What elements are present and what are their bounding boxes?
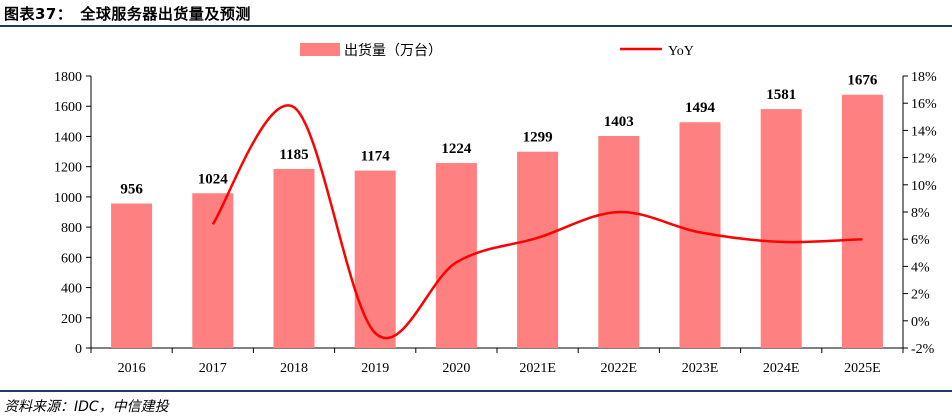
source-note: 资料来源：IDC，中信建投 (4, 399, 169, 415)
chart-title: 图表37： 全球服务器出货量及预测 (4, 5, 251, 23)
x-tick-label: 2024E (763, 361, 800, 376)
right-tick-label: 14% (911, 124, 937, 139)
bar (517, 151, 559, 348)
bar-data-label: 1185 (279, 147, 308, 163)
bar-data-label: 1403 (604, 114, 634, 130)
left-tick-label: 1800 (54, 70, 82, 85)
bar-data-label: 1174 (361, 149, 391, 165)
right-tick-label: 8% (911, 206, 930, 221)
bar (841, 94, 883, 348)
left-tick-label: 200 (61, 312, 82, 327)
x-tick-label: 2020 (442, 361, 470, 376)
bar (598, 135, 640, 348)
left-tick-label: 0 (75, 342, 82, 357)
x-tick-label: 2022E (601, 361, 638, 376)
x-tick-label: 2023E (682, 361, 719, 376)
x-tick-label: 2021E (519, 361, 556, 376)
bar (111, 203, 153, 348)
left-tick-label: 1600 (54, 100, 82, 115)
bar-data-label: 1224 (441, 141, 472, 157)
left-tick-label: 800 (61, 221, 82, 236)
x-tick-label: 2019 (361, 361, 389, 376)
right-tick-label: 12% (911, 152, 937, 167)
right-tick-label: 6% (911, 233, 930, 248)
right-tick-label: -2% (911, 342, 935, 357)
right-tick-label: 18% (911, 70, 937, 85)
bar-data-label: 1299 (523, 130, 553, 146)
footer-rule (0, 390, 952, 392)
bar (354, 170, 396, 348)
chart-header: 图表37： 全球服务器出货量及预测 (0, 0, 952, 27)
right-tick-label: 10% (911, 179, 937, 194)
x-tick-label: 2017 (199, 361, 227, 376)
chart-footer: 资料来源：IDC，中信建投 (0, 390, 952, 418)
legend-label-bar: 出货量（万台） (344, 42, 442, 59)
x-tick-label: 2018 (280, 361, 308, 376)
bar (192, 193, 234, 348)
right-tick-label: 4% (911, 260, 930, 275)
shipment-chart: 0 200 400 600 800 1000 1200 1400 1600 1800 -2% 0% 2%… (54, 42, 937, 376)
right-tick-label: 0% (911, 315, 930, 330)
left-tick-label: 1200 (54, 161, 82, 176)
left-tick-label: 1000 (54, 191, 82, 206)
right-tick-label: 16% (911, 97, 937, 112)
legend-swatch-bar (300, 43, 340, 56)
left-tick-label: 600 (61, 251, 82, 266)
right-tick-label: 2% (911, 288, 930, 303)
left-tick-label: 1400 (54, 130, 82, 145)
header-rule (0, 25, 952, 27)
bar (760, 109, 802, 349)
bar-data-label: 1676 (847, 73, 878, 89)
bar-data-label: 1024 (198, 171, 229, 187)
legend-label-line: YoY (668, 44, 694, 59)
x-tick-label: 2016 (118, 361, 146, 376)
x-tick-label: 2025E (844, 361, 881, 376)
yoy-line (211, 104, 863, 340)
left-tick-label: 400 (61, 282, 82, 297)
bar-data-label: 956 (120, 182, 143, 198)
bar-data-label: 1581 (766, 87, 796, 103)
bar (273, 168, 315, 348)
bar-data-label: 1494 (685, 100, 716, 116)
